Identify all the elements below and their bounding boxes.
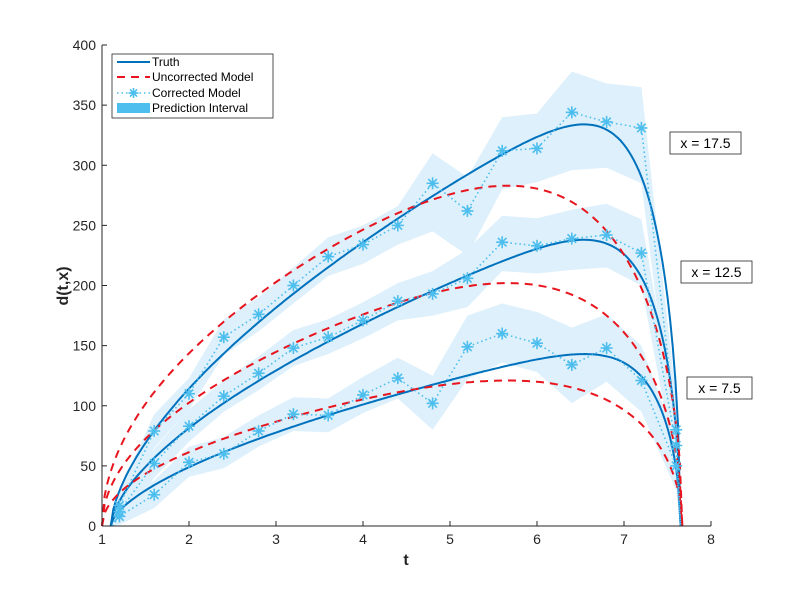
asterisk-marker xyxy=(183,456,195,469)
asterisk-marker xyxy=(252,308,265,321)
uncorrected-model-line xyxy=(101,379,684,527)
y-axis-title: d(t,x) xyxy=(55,266,72,305)
asterisk-marker xyxy=(531,239,543,252)
uncorrected-model-line xyxy=(101,184,684,527)
annotation-box xyxy=(686,376,753,400)
y-tick-label: 200 xyxy=(73,278,97,294)
asterisk-marker xyxy=(670,423,683,436)
legend-asterisk-marker xyxy=(128,88,139,98)
annotation-x-12-5: x = 12.5 xyxy=(680,260,753,284)
corrected-lines xyxy=(111,106,683,527)
legend-label-interval: Prediction Interval xyxy=(152,101,248,115)
annotation-box xyxy=(680,260,753,284)
asterisk-marker xyxy=(357,314,369,327)
asterisk-marker xyxy=(183,420,195,433)
asterisk-marker xyxy=(148,488,161,501)
x-tick-label: 5 xyxy=(446,531,454,547)
y-tick-label: 0 xyxy=(88,518,96,534)
asterisk-marker xyxy=(148,425,161,438)
asterisk-marker xyxy=(287,408,300,421)
asterisk-marker xyxy=(670,459,683,472)
asterisk-marker xyxy=(252,425,265,438)
asterisk-marker xyxy=(496,327,509,340)
asterisk-marker xyxy=(287,342,300,355)
x-tick-label: 6 xyxy=(533,531,541,547)
asterisk-marker xyxy=(600,115,613,128)
x-tick-label: 3 xyxy=(272,531,280,547)
x-ticks: 1 2 3 4 5 6 7 8 xyxy=(98,521,715,547)
y-tick-label: 350 xyxy=(73,97,97,113)
annotation-x-7-5: x = 7.5 xyxy=(686,376,753,400)
asterisk-marker xyxy=(531,142,543,155)
asterisk-marker xyxy=(322,409,335,422)
x-tick-label: 8 xyxy=(707,531,715,547)
asterisk-marker xyxy=(357,388,369,401)
asterisk-marker xyxy=(217,331,230,344)
x-tick-label: 1 xyxy=(98,531,106,547)
asterisk-marker xyxy=(322,250,335,263)
asterisk-marker xyxy=(391,295,404,308)
annotation-label: x = 7.5 xyxy=(698,380,741,396)
legend: Truth Uncorrected Model Corrected Model … xyxy=(111,53,274,119)
asterisk-marker xyxy=(148,457,161,470)
asterisk-marker xyxy=(496,144,509,157)
asterisk-marker xyxy=(635,121,648,134)
asterisk-marker xyxy=(426,287,439,300)
asterisk-marker xyxy=(600,228,613,241)
asterisk-marker xyxy=(217,447,230,460)
asterisk-marker xyxy=(461,340,474,353)
y-tick-label: 50 xyxy=(80,458,96,474)
asterisk-marker xyxy=(183,387,195,400)
asterisk-marker xyxy=(531,337,543,350)
truth-line xyxy=(109,352,682,527)
asterisk-marker xyxy=(565,232,578,245)
asterisk-marker xyxy=(391,372,404,385)
y-tick-label: 300 xyxy=(73,157,97,173)
asterisk-marker xyxy=(496,236,509,249)
asterisk-marker xyxy=(635,247,648,260)
asterisk-marker xyxy=(287,279,300,292)
asterisk-marker xyxy=(357,238,369,251)
asterisk-marker xyxy=(252,367,265,380)
asterisk-marker xyxy=(635,374,648,387)
asterisk-marker xyxy=(426,397,439,410)
asterisk-marker xyxy=(461,272,474,285)
asterisk-marker xyxy=(113,510,126,523)
truth-lines xyxy=(109,123,682,527)
asterisk-marker xyxy=(565,358,578,371)
asterisk-marker xyxy=(461,204,474,217)
legend-label-uncorrected: Uncorrected Model xyxy=(152,70,253,84)
truth-line xyxy=(109,238,682,527)
x-axis-title: t xyxy=(403,552,409,569)
asterisk-marker xyxy=(322,331,335,344)
y-tick-label: 150 xyxy=(73,338,97,354)
asterisk-marker xyxy=(128,88,139,98)
asterisk-marker xyxy=(426,177,439,190)
y-tick-label: 100 xyxy=(73,398,97,414)
truth-line xyxy=(109,123,682,527)
x-tick-label: 2 xyxy=(185,531,193,547)
asterisk-marker xyxy=(217,390,230,403)
x-tick-label: 4 xyxy=(359,531,367,547)
y-tick-label: 250 xyxy=(73,217,97,233)
legend-label-truth: Truth xyxy=(152,55,180,69)
prediction-interval-band xyxy=(112,203,681,526)
annotation-label: x = 17.5 xyxy=(680,135,730,151)
legend-swatch-interval xyxy=(117,103,150,113)
annotation-x-17-5: x = 17.5 xyxy=(669,131,742,155)
y-ticks: 0 50 100 150 200 250 300 350 400 xyxy=(73,37,107,534)
asterisk-marker xyxy=(565,106,578,119)
prediction-interval-band xyxy=(112,71,681,526)
y-tick-label: 400 xyxy=(73,37,97,53)
asterisk-marker xyxy=(600,342,613,355)
annotation-box xyxy=(669,131,742,155)
annotation-label: x = 12.5 xyxy=(691,264,741,280)
asterisk-marker xyxy=(670,439,683,452)
legend-label-corrected: Corrected Model xyxy=(152,86,241,100)
asterisk-marker xyxy=(391,219,404,232)
x-tick-label: 7 xyxy=(620,531,628,547)
